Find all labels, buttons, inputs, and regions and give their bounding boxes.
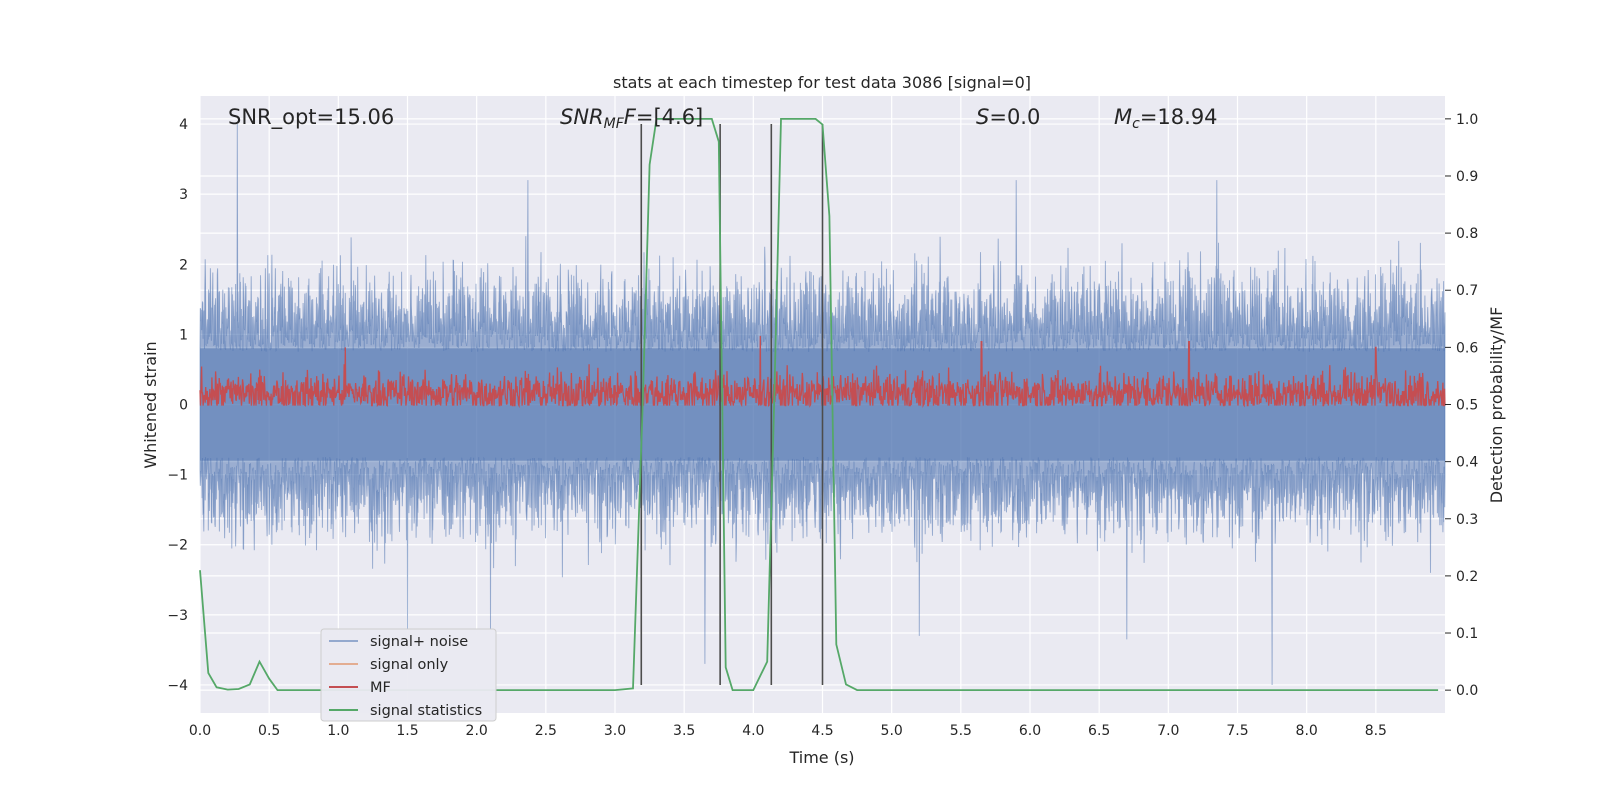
annotation-snr-mf-sub: MF [604, 116, 625, 132]
y-left-tick-label: 3 [179, 187, 188, 203]
signal-statistics-trace [199, 118, 1439, 691]
series-signal-statistics [199, 118, 1439, 691]
legend-label-mf: MF [370, 680, 391, 696]
annotation-s: S=0.0 [976, 105, 1040, 129]
x-axis-label: Time (s) [788, 748, 854, 767]
y-right-tick-label: 1.0 [1456, 112, 1478, 128]
annotation-snr-opt: SNR_opt=15.06 [228, 105, 394, 130]
legend: signal+ noise signal only MF signal stat… [320, 628, 497, 722]
x-tick-label: 8.5 [1365, 723, 1387, 739]
x-tick-label: 3.5 [673, 723, 695, 739]
x-tick-label: 5.5 [950, 723, 972, 739]
y-left-tick-label: −1 [167, 468, 188, 484]
legend-label-signal-noise: signal+ noise [370, 634, 468, 650]
y-right-tick-label: 0.6 [1456, 340, 1478, 356]
x-tick-label: 5.0 [881, 723, 903, 739]
y-left-tick-label: 4 [179, 117, 188, 133]
y-right-tick-label: 0.2 [1456, 569, 1478, 585]
y-right-axis-ticks: 1.0 0.9 0.8 0.7 0.6 0.5 0.4 0.3 0.2 0.1 0.0 [1445, 112, 1478, 699]
x-tick-label: 6.5 [1088, 723, 1110, 739]
x-tick-label: 1.0 [327, 723, 349, 739]
x-tick-label: 7.5 [1226, 723, 1248, 739]
y-left-tick-label: 2 [179, 257, 188, 273]
y-left-axis-label: Whitened strain [141, 341, 160, 468]
y-right-tick-label: 0.8 [1456, 226, 1478, 242]
x-tick-label: 3.0 [604, 723, 626, 739]
x-tick-label: 0.0 [189, 723, 211, 739]
annotation-s-value: =0.0 [989, 105, 1040, 129]
y-right-tick-label: 0.9 [1456, 169, 1478, 185]
legend-label-signal-statistics: signal statistics [370, 703, 482, 719]
annotation-mc-value: =18.94 [1140, 105, 1218, 129]
y-left-tick-label: −4 [167, 678, 188, 694]
annotation-snr-mf: SNRMFF=[4.6] [560, 105, 703, 132]
annotation-mc: Mc=18.94 [1114, 105, 1218, 132]
x-tick-label: 8.0 [1296, 723, 1318, 739]
y-left-axis-ticks: 4 3 2 1 0 −1 −2 −3 −4 [167, 117, 188, 694]
y-right-tick-label: 0.3 [1456, 512, 1478, 528]
y-left-tick-label: −2 [167, 538, 188, 554]
x-tick-label: 6.0 [1019, 723, 1041, 739]
x-tick-label: 2.0 [466, 723, 488, 739]
annotation-snr-mf-f: F [624, 105, 637, 129]
x-tick-label: 4.5 [811, 723, 833, 739]
legend-label-signal-only: signal only [370, 657, 449, 673]
annotation-snr-mf-value: =[4.6] [636, 105, 703, 129]
y-right-tick-label: 0.5 [1456, 398, 1478, 414]
x-tick-label: 4.0 [742, 723, 764, 739]
x-tick-label: 0.5 [258, 723, 280, 739]
annotation-mc-symbol: M [1114, 105, 1132, 129]
y-left-tick-label: −3 [167, 608, 188, 624]
legend-box [320, 628, 497, 722]
x-tick-label: 2.5 [535, 723, 557, 739]
y-right-tick-label: 0.4 [1456, 455, 1478, 471]
annotation-s-symbol: S [976, 105, 989, 129]
y-right-tick-label: 0.0 [1456, 683, 1478, 699]
y-left-tick-label: 1 [179, 327, 188, 343]
x-tick-label: 1.5 [396, 723, 418, 739]
y-right-tick-label: 0.1 [1456, 626, 1478, 642]
x-axis-ticks: 0.0 0.5 1.0 1.5 2.0 2.5 3.0 3.5 4.0 4.5 5.0 5.5 6.0 6… [189, 723, 1387, 739]
y-right-axis-label: Detection probability/MF [1487, 307, 1506, 504]
chart-title: stats at each timestep for test data 308… [613, 73, 1031, 92]
x-tick-label: 7.0 [1157, 723, 1179, 739]
annotation-mc-sub: c [1132, 116, 1140, 132]
y-right-tick-label: 0.7 [1456, 283, 1478, 299]
annotation-snr-mf-prefix: SNR [560, 105, 604, 129]
y-left-tick-label: 0 [179, 398, 188, 414]
